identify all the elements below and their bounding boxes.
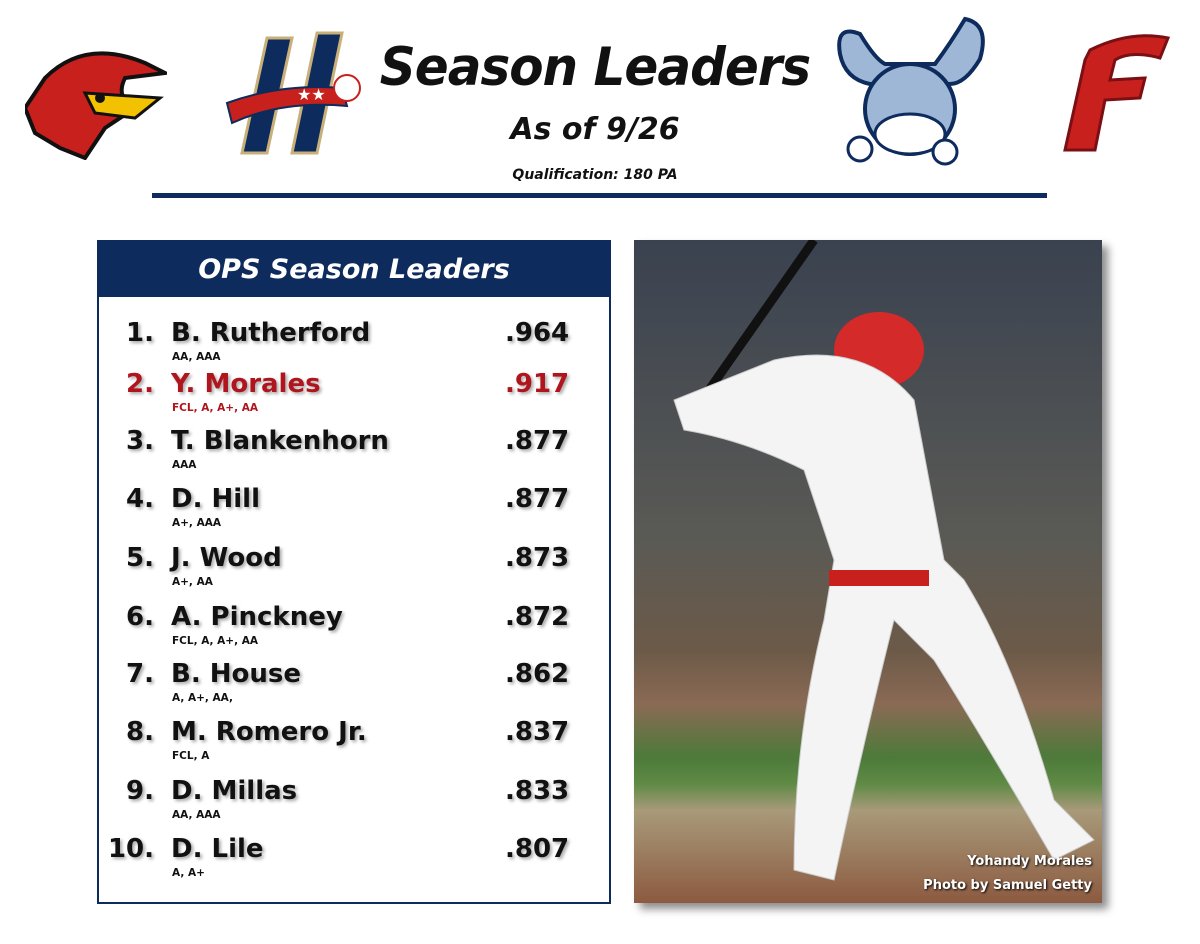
leader-ops-value: .877 — [505, 484, 570, 514]
leader-rank: 9. — [126, 776, 154, 806]
leader-name: B. Rutherford — [171, 318, 371, 348]
leader-row: 4. D. Hill A+, AAA .877 — [99, 484, 609, 542]
leader-rank: 2. — [126, 369, 154, 399]
leader-rank: 3. — [126, 426, 154, 456]
leader-levels: A+, AAA — [172, 517, 221, 529]
leader-row: 8. M. Romero Jr. FCL, A .837 — [99, 717, 609, 775]
leader-row: 5. J. Wood A+, AA .873 — [99, 543, 609, 601]
leader-name: A. Pinckney — [171, 602, 343, 632]
leader-ops-value: .964 — [505, 318, 570, 348]
leader-rank: 8. — [126, 717, 154, 747]
photo-player-caption: Yohandy Morales — [967, 854, 1092, 869]
leader-row: 2. Y. Morales FCL, A, A+, AA .917 — [99, 369, 609, 427]
leader-name: J. Wood — [171, 543, 282, 573]
leader-name: Y. Morales — [171, 369, 321, 399]
leader-levels: FCL, A, A+, AA — [172, 635, 258, 647]
photo-credit: Photo by Samuel Getty — [923, 878, 1092, 893]
leader-ops-value: .833 — [505, 776, 570, 806]
leader-row: 1. B. Rutherford AA, AAA .964 — [99, 318, 609, 376]
leader-name: M. Romero Jr. — [171, 717, 367, 747]
harrisburg-senators-logo: ★★ — [225, 31, 361, 155]
wilmington-blue-rocks-logo — [837, 16, 985, 166]
leader-rank: 7. — [126, 659, 154, 689]
leader-row: 6. A. Pinckney FCL, A, A+, AA .872 — [99, 602, 609, 660]
leader-rank: 10. — [107, 834, 154, 864]
qualification-note: Qualification: 180 PA — [512, 167, 678, 183]
leader-rank: 1. — [126, 318, 154, 348]
leader-ops-value: .862 — [505, 659, 570, 689]
leader-levels: AA, AAA — [172, 351, 221, 363]
leader-row: 9. D. Millas AA, AAA .833 — [99, 776, 609, 834]
leader-levels: AA, AAA — [172, 809, 221, 821]
leader-levels: A, A+ — [172, 867, 205, 879]
leader-ops-value: .917 — [505, 369, 570, 399]
leader-rank: 6. — [126, 602, 154, 632]
leader-name: B. House — [171, 659, 301, 689]
leader-levels: FCL, A, A+, AA — [172, 402, 258, 414]
leader-levels: FCL, A — [172, 750, 210, 762]
fredericksburg-nationals-logo — [1063, 34, 1170, 152]
leader-name: D. Millas — [171, 776, 298, 806]
leader-levels: A, A+, AA, — [172, 692, 233, 704]
leader-row: 3. T. Blankenhorn AAA .877 — [99, 426, 609, 484]
leader-rank: 4. — [126, 484, 154, 514]
leader-ops-value: .873 — [505, 543, 570, 573]
batter-figure — [673, 240, 1095, 881]
ops-leaders-panel: OPS Season Leaders 1. B. Rutherford AA, AA… — [97, 240, 611, 904]
leader-ops-value: .807 — [505, 834, 570, 864]
leader-name: D. Hill — [171, 484, 261, 514]
leader-ops-value: .837 — [505, 717, 570, 747]
leader-ops-value: .877 — [505, 426, 570, 456]
leader-row: 7. B. House A, A+, AA, .862 — [99, 659, 609, 717]
leader-name: T. Blankenhorn — [171, 426, 389, 456]
leader-row: 10. D. Lile A, A+ .807 — [99, 834, 609, 892]
as-of-date: As of 9/26 — [510, 112, 680, 147]
page-title: Season Leaders — [379, 36, 811, 98]
leader-levels: A+, AA — [172, 576, 213, 588]
leader-name: D. Lile — [171, 834, 264, 864]
header-divider — [152, 193, 1047, 198]
rochester-red-wings-logo — [25, 51, 167, 160]
player-photo: Yohandy Morales Photo by Samuel Getty — [634, 240, 1102, 903]
svg-text:★★: ★★ — [297, 85, 326, 104]
leader-rank: 5. — [126, 543, 154, 573]
panel-title: OPS Season Leaders — [99, 242, 609, 297]
leader-levels: AAA — [172, 459, 197, 471]
leader-ops-value: .872 — [505, 602, 570, 632]
